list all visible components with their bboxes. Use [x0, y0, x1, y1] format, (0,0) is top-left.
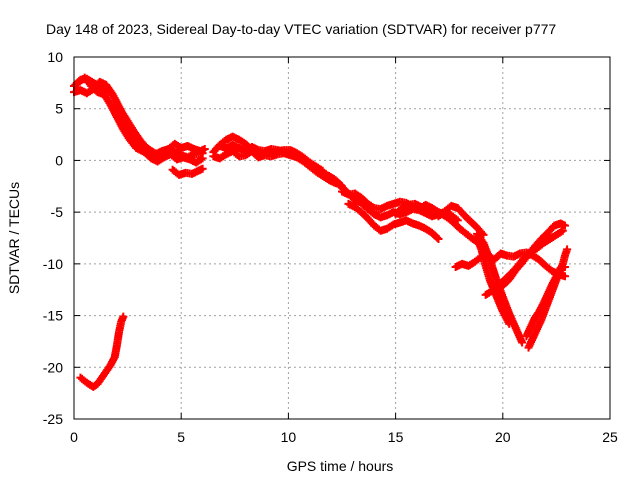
data-point — [197, 155, 206, 164]
data-points — [70, 73, 572, 391]
series-track-20 — [76, 312, 128, 391]
data-point — [560, 221, 569, 230]
grid — [74, 57, 610, 419]
x-tick-label: 5 — [177, 429, 185, 445]
y-axis-label: SDTVAR / TECUs — [6, 182, 22, 294]
y-tick-label: 5 — [55, 101, 63, 117]
data-point — [518, 338, 527, 347]
series-track-17 — [498, 219, 569, 290]
data-point — [505, 319, 514, 328]
data-point — [200, 145, 209, 154]
series-track-12 — [434, 201, 488, 239]
data-point — [198, 154, 207, 163]
x-tick-label: 15 — [388, 429, 404, 445]
series-track-10 — [344, 199, 443, 244]
series-track-4 — [168, 164, 207, 179]
y-tick-label: 10 — [47, 49, 63, 65]
x-tick-label: 25 — [602, 429, 618, 445]
x-tick-label: 10 — [281, 429, 297, 445]
data-point — [433, 233, 442, 242]
data-point — [198, 164, 207, 173]
y-tick-label: 0 — [55, 152, 63, 168]
y-tick-label: -25 — [43, 411, 63, 427]
data-point — [557, 227, 566, 236]
x-tick-label: 20 — [495, 429, 511, 445]
data-point — [434, 235, 443, 244]
y-tick-label: -5 — [51, 204, 64, 220]
data-point — [560, 262, 569, 271]
chart-title: Day 148 of 2023, Sidereal Day-to-day VTE… — [46, 21, 556, 37]
data-point — [563, 245, 572, 254]
y-tick-label: -10 — [43, 256, 63, 272]
y-tick-label: -15 — [43, 308, 63, 324]
series-track-7 — [215, 140, 346, 191]
plot-frame — [73, 56, 611, 420]
data-point — [560, 272, 569, 281]
x-axis-label: GPS time / hours — [287, 458, 394, 474]
y-tick-label: -20 — [43, 359, 63, 375]
series-track-19 — [522, 262, 569, 341]
x-tick-label: 0 — [70, 429, 78, 445]
series-track-3 — [74, 73, 209, 160]
data-point — [119, 312, 128, 321]
data-point — [368, 202, 377, 211]
